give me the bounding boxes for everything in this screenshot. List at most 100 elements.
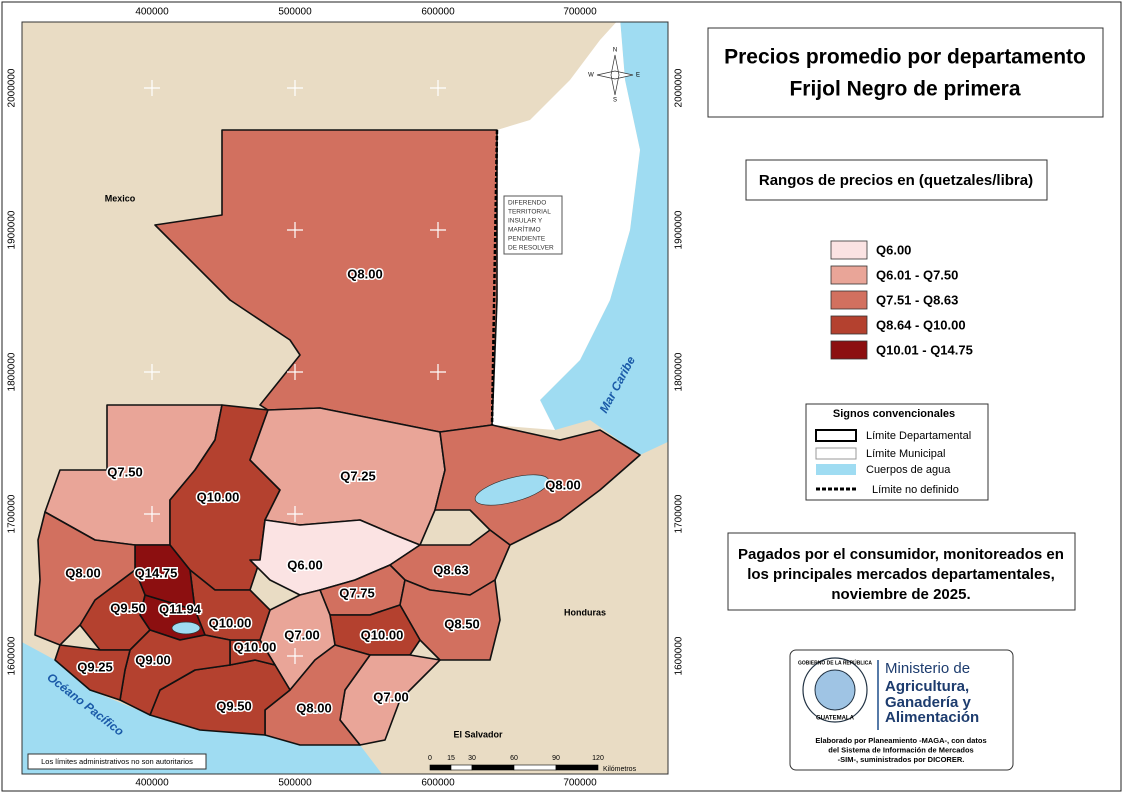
compass-letter: N (613, 48, 617, 54)
department-label: Q7.00 (373, 689, 408, 704)
department-label: Q8.00 (347, 266, 382, 281)
department-label: Q11.94 (159, 601, 202, 616)
department-label: Q9.50 (110, 600, 145, 615)
note-line: noviembre de 2025. (831, 586, 970, 603)
coord-label: 700000 (563, 778, 597, 789)
symbol-swatch (815, 447, 857, 460)
scale-segment (429, 764, 452, 771)
coord-label: 400000 (135, 778, 169, 789)
grid-cross (572, 80, 588, 96)
coord-label: 700000 (563, 7, 597, 18)
logo-ring-text: GOBIERNO DE LA REPÚBLICA (798, 659, 872, 666)
note-line: los principales mercados departamentales… (747, 566, 1055, 583)
department-label: Q14.75 (135, 565, 178, 580)
legend-swatch (830, 265, 868, 285)
department (54, 644, 131, 701)
belize (492, 22, 640, 430)
department-label: Q10.00 (361, 627, 404, 642)
dispute-text: TERRITORIAL (508, 209, 551, 216)
department (399, 579, 501, 661)
scale-label: 120 (592, 755, 604, 762)
note-box (727, 532, 1076, 611)
department-label: Q8.00 (545, 477, 580, 492)
legend-label: Q7.51 - Q8.63 (876, 292, 958, 307)
disclaimer: Los límites administrativos no son autor… (41, 757, 193, 766)
department-label: Q7.75 (339, 585, 374, 600)
coord-label: 400000 (135, 7, 169, 18)
compass-letter: E (636, 73, 640, 79)
legend-swatch (830, 290, 868, 310)
country-label: El Salvador (453, 729, 503, 739)
legend-label: Q10.01 - Q14.75 (876, 342, 973, 357)
coord-label: 1700000 (7, 494, 18, 533)
coord-label: 1800000 (7, 352, 18, 391)
legend-swatch (830, 240, 868, 260)
scale-unit: Kilómetros (603, 766, 637, 773)
legend-label: Q6.01 - Q7.50 (876, 267, 958, 282)
coord-label: 1600000 (7, 636, 18, 675)
lake-atitlan (171, 621, 201, 635)
grid-cross (144, 506, 160, 522)
dispute-text: INSULAR Y (508, 218, 543, 225)
scale-label: 60 (510, 755, 518, 762)
coord-label: 1800000 (674, 352, 685, 391)
logo-emblem (814, 669, 856, 711)
coord-label: 1700000 (674, 494, 685, 533)
scale-label: 30 (468, 755, 476, 762)
department-label: Q9.50 (216, 698, 251, 713)
grid-cross (144, 364, 160, 380)
departments (34, 129, 641, 746)
coord-label: 1600000 (674, 636, 685, 675)
title-box (707, 27, 1104, 118)
department-label: Q10.00 (209, 615, 252, 630)
compass-letter: W (588, 73, 594, 79)
logo-text: Agricultura, (885, 678, 969, 695)
legend-label: Q8.64 - Q10.00 (876, 317, 966, 332)
map: Q8.00 Q7.50 Q10.00 Q7.25 Q8.00 Q6.00 Q8.63 Q7.7… (22, 22, 668, 774)
department-label: Q8.00 (296, 700, 331, 715)
coord-label: 600000 (421, 778, 455, 789)
grid-cross (287, 364, 303, 380)
symbols-title: Signos convencionales (833, 408, 955, 420)
department-label: Q7.00 (284, 627, 319, 642)
department-label: Q6.00 (287, 557, 322, 572)
note-line: Pagados por el consumidor, monitoreados … (738, 546, 1064, 563)
grid-cross (287, 506, 303, 522)
department (34, 511, 136, 646)
legend-label: Q6.00 (876, 242, 911, 257)
symbol-swatch (815, 429, 857, 442)
legend-title-box (745, 159, 1048, 201)
credit-line: -SIM-, suministrados por DICORER. (838, 755, 965, 764)
scale-label: 15 (447, 755, 455, 762)
legend-swatch (830, 340, 868, 360)
title-line: Precios promedio por departamento (724, 46, 1086, 69)
scale-label: 0 (428, 755, 432, 762)
grid-cross (430, 222, 446, 238)
dispute-text: DIFERENDO (508, 200, 546, 207)
logo-ring-text: GUATEMALA (816, 716, 855, 722)
country-label: Mexico (105, 193, 136, 203)
coord-label: 1900000 (674, 210, 685, 249)
country-label: Honduras (564, 607, 606, 617)
coord-label: 500000 (278, 7, 312, 18)
legend-swatch (830, 315, 868, 335)
logo-text: Ganadería y (885, 694, 972, 711)
coord-label: 600000 (421, 7, 455, 18)
caribbean-sea (540, 22, 668, 455)
department-label: Q8.50 (444, 616, 479, 631)
grid-cross (430, 80, 446, 96)
grid-cross (572, 222, 588, 238)
coord-label: 500000 (278, 778, 312, 789)
grid-cross (287, 80, 303, 96)
coord-label: 2000000 (674, 68, 685, 107)
dispute-text: DE RESOLVER (508, 245, 554, 252)
department-label: Q7.25 (340, 468, 375, 483)
credit-line: Elaborado por Planeamiento -MAGA-, con d… (815, 736, 986, 745)
grid-cross (144, 80, 160, 96)
credit-line: del Sistema de Información de Mercados (828, 745, 973, 754)
undefined-border (490, 129, 499, 426)
scale-segment (471, 764, 515, 771)
